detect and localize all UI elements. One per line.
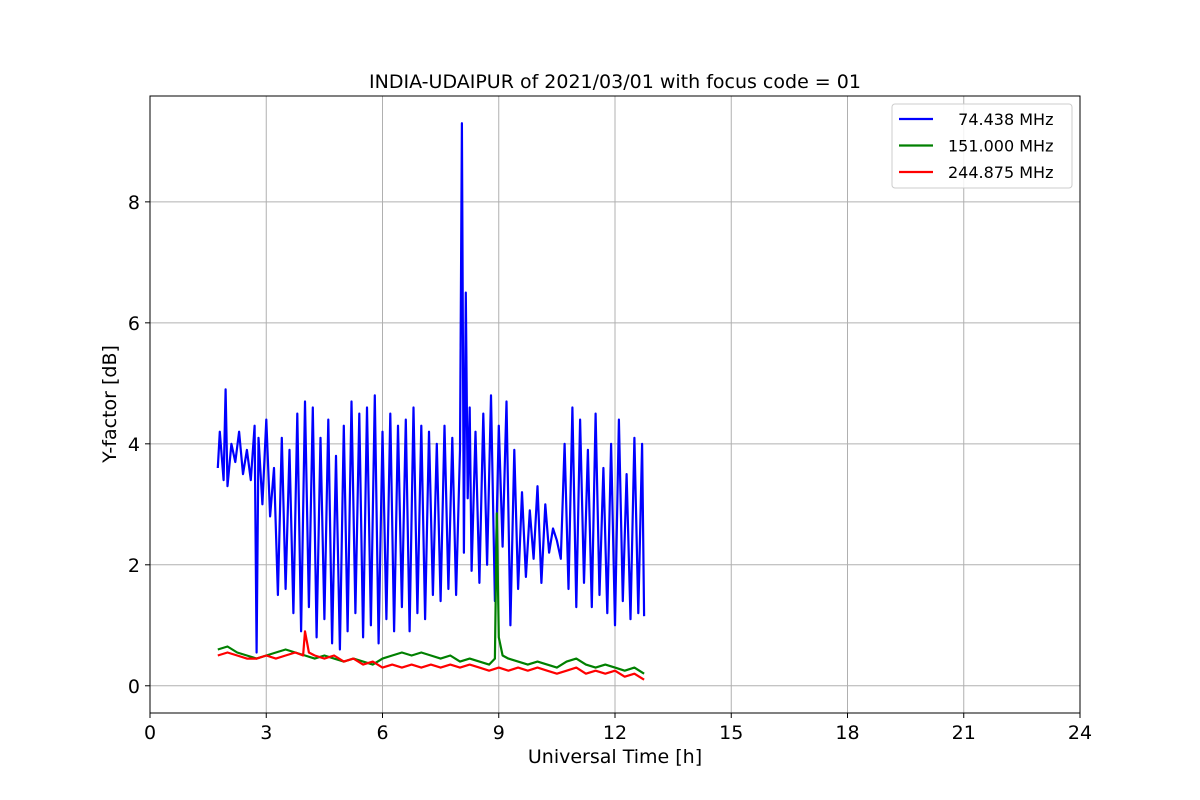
x-tick-label: 18 xyxy=(835,722,859,744)
x-tick-label: 21 xyxy=(952,722,976,744)
series-74-mhz-line xyxy=(216,122,646,654)
x-tick-label: 6 xyxy=(376,722,388,744)
y-tick-label: 6 xyxy=(128,313,140,335)
y-axis-label: Y-factor [dB] xyxy=(99,345,121,464)
x-tick-label: 0 xyxy=(144,722,156,744)
chart-title: INDIA-UDAIPUR of 2021/03/01 with focus c… xyxy=(369,71,861,93)
y-tick-label: 8 xyxy=(128,192,140,214)
x-axis-label: Universal Time [h] xyxy=(528,746,702,768)
legend-box xyxy=(891,103,1073,189)
x-tick-label: 15 xyxy=(719,722,743,744)
legend: 74.438 MHz 151.000 MHz 244.875 MHz xyxy=(891,103,1073,189)
legend-entry-label: 244.875 MHz xyxy=(948,163,1053,182)
legend-entry-label: 151.000 MHz xyxy=(948,137,1053,156)
x-tick-label: 24 xyxy=(1068,722,1092,744)
x-tick-label: 9 xyxy=(493,722,505,744)
y-tick-label: 2 xyxy=(128,555,140,577)
x-tick-label: 3 xyxy=(260,722,272,744)
legend-entry-label: 74.438 MHz xyxy=(948,110,1053,129)
x-tick-label: 12 xyxy=(603,722,627,744)
y-tick-label: 4 xyxy=(128,434,140,456)
series-244-mhz-line xyxy=(217,630,645,681)
series-layer xyxy=(216,122,646,681)
y-tick-label: 0 xyxy=(128,676,140,698)
